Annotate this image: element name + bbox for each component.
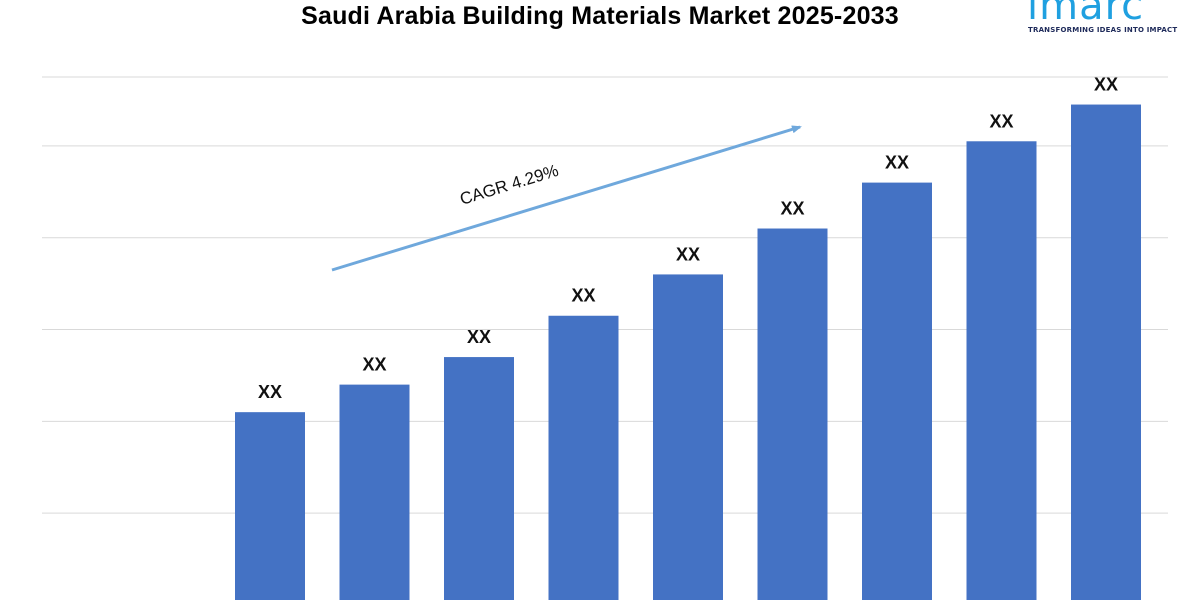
imarc-logo: imarc TRANSFORMING IDEAS INTO IMPACT (1027, 0, 1197, 38)
bar (548, 315, 619, 600)
bar (966, 141, 1037, 600)
bar (757, 228, 828, 600)
bar (1071, 104, 1141, 600)
bars (235, 104, 1141, 600)
bar-value-label: XX (571, 286, 595, 306)
bar-value-label: XX (989, 111, 1013, 131)
logo-tagline: TRANSFORMING IDEAS INTO IMPACT (1028, 26, 1178, 34)
bar-value-label: XX (676, 244, 700, 264)
bar-value-label: XX (362, 355, 386, 375)
bar-value-label: XX (467, 327, 491, 347)
bar (862, 182, 932, 600)
cagr-label: CAGR 4.29% (458, 161, 561, 209)
chart-title: Saudi Arabia Building Materials Market 2… (301, 2, 899, 30)
bar-value-label: XX (258, 382, 282, 402)
bar-value-labels: XX XX XX XX XX XX XX XX XX (258, 75, 1118, 403)
cagr-annotation: CAGR 4.29% (331, 125, 802, 272)
bar (444, 357, 514, 600)
bar-value-label: XX (885, 153, 909, 173)
bar (339, 384, 410, 600)
bar-value-label: XX (780, 199, 804, 219)
bar (653, 274, 723, 600)
logo-wordmark: imarc (1027, 0, 1145, 29)
bar (235, 412, 305, 600)
bar-value-label: XX (1094, 75, 1118, 95)
cagr-arrow (331, 125, 802, 272)
